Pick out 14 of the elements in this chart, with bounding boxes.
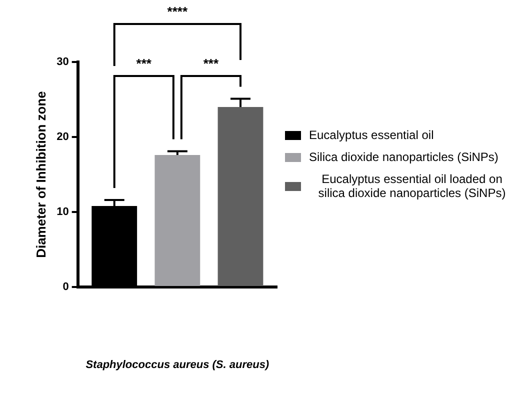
text: Staphylococcus aureus (S. aureus) xyxy=(84,359,270,371)
y-tick-label: 10 xyxy=(56,206,69,218)
legend-label: Silica dioxide nanoparticles (SiNPs) xyxy=(309,150,498,164)
bar xyxy=(154,155,200,286)
significance-bracket: *** xyxy=(180,56,242,140)
annotation: *** xyxy=(136,56,152,71)
legend-label: Eucalyptus essential oil xyxy=(309,128,434,142)
y-tick-label: 30 xyxy=(56,56,69,68)
y-tick-label: 0 xyxy=(62,281,69,294)
annotation: *** xyxy=(203,56,220,71)
legend-label: Eucalyptus essential oil loaded on silica dioxide nanoparticles (SiNPs) xyxy=(317,172,507,200)
y-tick-label: 20 xyxy=(56,131,69,144)
y-axis-title: Diameter of Inhibition zone xyxy=(33,91,48,258)
significance-bracket: *** xyxy=(113,56,174,188)
